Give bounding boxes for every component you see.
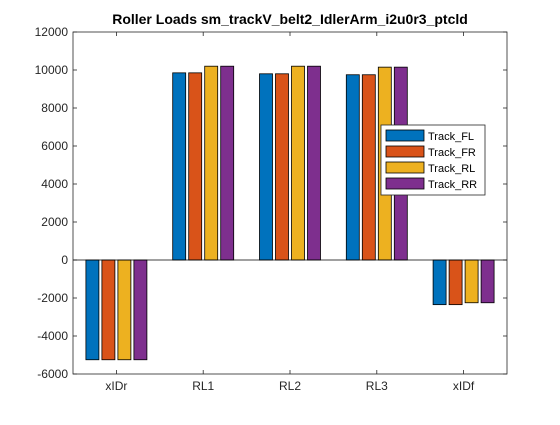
ticks-group: xIDr RL1 RL2 RL3 xIDf -6000 -4000 -2000 0 2000 400… [35, 25, 507, 393]
bar-track-fr-xidr [101, 259, 116, 361]
legend-label: Track_RR [428, 179, 477, 191]
bar-track-fl-rl3 [345, 74, 360, 261]
axes-box [72, 31, 508, 375]
bar-track-fl-rl2 [259, 73, 273, 261]
x-tick-label: xIDf [453, 379, 475, 393]
x-tick-label: xIDr [105, 379, 127, 393]
legend-label: Track_RL [428, 163, 475, 175]
bar-track-fr-rl2 [275, 73, 289, 261]
y-tick-label: 0 [61, 253, 68, 267]
x-tick-label: RL3 [366, 379, 388, 393]
bar-track-rr-rl2 [307, 65, 321, 261]
bar-track-fl-xidf [432, 259, 447, 306]
x-tick-label: RL1 [192, 379, 214, 393]
y-tick-label: -2000 [37, 291, 68, 305]
bar-track-fl-rl1 [172, 72, 187, 261]
legend-label: Track_FR [428, 147, 476, 159]
legend-label: Track_FL [428, 131, 474, 143]
legend-swatch [385, 161, 425, 174]
legend-swatch [385, 177, 425, 190]
bar-track-rl-xidf [464, 259, 479, 304]
bar-track-rl-rl2 [291, 65, 305, 261]
y-tick-label: -4000 [37, 329, 68, 343]
bar-track-rl-rl1 [204, 65, 219, 261]
legend: Track_FL Track_FR Track_RL Track_RR [380, 124, 486, 196]
bar-track-rl-xidr [117, 259, 132, 361]
bar-track-rr-xidf [480, 259, 495, 304]
x-tick-label: RL2 [279, 379, 301, 393]
y-tick-label: 10000 [35, 63, 69, 77]
bar-track-fl-xidr [85, 259, 100, 361]
y-tick-label: 8000 [41, 101, 68, 115]
legend-swatch [385, 145, 425, 158]
bar-track-fr-xidf [448, 259, 463, 306]
y-tick-label: 2000 [41, 215, 68, 229]
chart-title: Roller Loads sm_trackV_belt2_IdlerArm_i2… [112, 11, 468, 27]
bar-track-rr-rl1 [220, 65, 235, 261]
bars-group [85, 65, 495, 361]
legend-swatch [385, 129, 425, 142]
y-tick-label: 4000 [41, 177, 68, 191]
y-tick-label: 12000 [35, 25, 69, 39]
y-tick-label: 6000 [41, 139, 68, 153]
y-tick-label: -6000 [37, 367, 68, 381]
bar-track-fr-rl1 [188, 72, 203, 261]
bar-track-fr-rl3 [361, 74, 376, 261]
bar-track-rr-xidr [133, 259, 148, 361]
